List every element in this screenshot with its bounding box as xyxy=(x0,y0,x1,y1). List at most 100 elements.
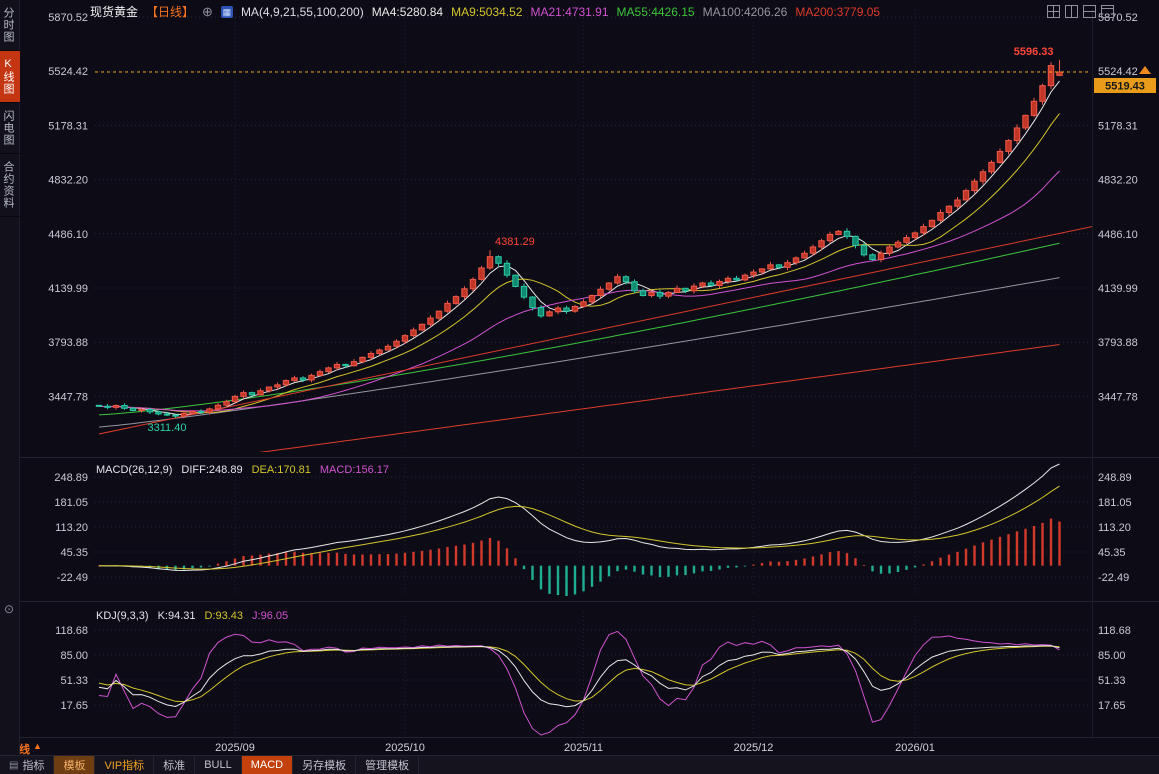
macd-bar xyxy=(301,552,305,566)
macd-bar xyxy=(590,565,594,587)
candle-body xyxy=(928,219,936,228)
macd-axis-label-left: 181.05 xyxy=(54,497,88,509)
sidebar-kline-tab[interactable]: K线图 xyxy=(0,51,20,103)
kdj-axis-label-left: 118.68 xyxy=(55,625,88,637)
macd-title-row: MACD(26,12,9) DIFF:248.89 DEA:170.81 MAC… xyxy=(96,464,389,476)
candle-body xyxy=(971,180,978,192)
last-price-tag xyxy=(1094,78,1156,93)
candle-body xyxy=(767,264,774,270)
candle-body xyxy=(180,412,188,417)
candle-body xyxy=(333,363,341,369)
candle-body xyxy=(639,290,647,297)
sidebar-contract-info-tab[interactable]: 合约资料 xyxy=(0,154,20,217)
toolbar-manage-template-label: 管理模板 xyxy=(365,760,410,772)
kdj-j-value: J:96.05 xyxy=(252,610,289,622)
toolbar-save-template-tab[interactable]: 另存模板 xyxy=(293,756,357,774)
candle-body xyxy=(554,307,562,313)
toolbar-bull-label: BULL xyxy=(204,759,232,771)
candle-body xyxy=(206,408,213,413)
macd-bar xyxy=(463,544,466,566)
macd-bar xyxy=(522,565,526,570)
kdj-title-row: KDJ(9,3,3) K:94.31 D:93.43 J:96.05 xyxy=(96,610,288,622)
layout-rows-icon[interactable] xyxy=(1083,5,1096,18)
candle-body xyxy=(758,268,766,273)
kdj-k-value: K:94.31 xyxy=(157,610,196,622)
candle-body xyxy=(580,301,587,307)
macd-bar xyxy=(454,545,458,566)
chevron-up-icon: ▲ xyxy=(33,741,42,751)
ma-lines-layer xyxy=(98,80,1060,452)
chart-header: 现货黄金 【日线】 ⊕ ▦ MA(4,9,21,55,100,200) MA4:… xyxy=(90,3,880,20)
ma100-line xyxy=(98,277,1060,428)
macd-bar xyxy=(446,547,449,566)
layout-columns-icon[interactable] xyxy=(1065,5,1078,18)
kdj-axis-label-right: 118.68 xyxy=(1098,625,1131,637)
candle-body xyxy=(707,282,715,287)
macd-bar xyxy=(395,553,398,566)
date-label: 2026/01 xyxy=(895,742,935,754)
candle-body xyxy=(665,291,672,297)
layout-controls xyxy=(1047,5,1114,18)
macd-bar xyxy=(888,565,891,574)
price-axis-label-right: 4139.99 xyxy=(1098,283,1138,295)
toolbar-indicator-tab[interactable]: ▤ 指标 xyxy=(0,756,55,774)
candle-body xyxy=(843,230,851,237)
macd-bar xyxy=(871,565,874,572)
candle-body xyxy=(495,256,502,264)
panel-settings-icon[interactable]: ⊙ xyxy=(4,602,15,616)
candle-body xyxy=(223,401,230,406)
candle-body xyxy=(954,199,961,207)
candle-body xyxy=(631,281,638,292)
candle-body xyxy=(673,287,681,293)
ma4-readout: MA4:5280.84 xyxy=(371,4,444,19)
toolbar-vip-indicator-tab[interactable]: VIP指标 xyxy=(95,756,155,774)
candle-body xyxy=(291,377,298,382)
price-axis-label-right: 4486.10 xyxy=(1098,229,1138,241)
macd-bar xyxy=(726,565,730,568)
sidebar-lightning-tab[interactable]: 闪电图 xyxy=(0,103,20,154)
macd-bar xyxy=(658,565,662,578)
candle-body xyxy=(435,310,443,319)
toolbar-manage-template-tab[interactable]: 管理模板 xyxy=(356,756,420,774)
macd-bar xyxy=(497,540,500,566)
macd-bar xyxy=(990,539,993,566)
macd-bar xyxy=(811,556,815,566)
candle-body xyxy=(112,404,120,408)
toolbar-bull-tab[interactable]: BULL xyxy=(195,756,242,774)
macd-bar xyxy=(701,565,704,572)
candle-body xyxy=(690,285,698,292)
macd-axis-label-right: 45.35 xyxy=(1098,547,1126,559)
candle-body xyxy=(563,307,570,312)
macd-bar xyxy=(624,565,628,570)
macd-bar xyxy=(998,536,1002,566)
toolbar-standard-tab[interactable]: 标准 xyxy=(154,756,196,774)
macd-bar xyxy=(208,565,211,567)
macd-bar xyxy=(267,553,271,566)
macd-bar xyxy=(777,561,781,566)
layout-single-icon[interactable] xyxy=(1101,5,1114,18)
toolbar-macd-label: MACD xyxy=(250,759,284,771)
candle-body xyxy=(308,374,315,381)
sidebar-timeshare-tab[interactable]: 分时图 xyxy=(0,0,20,51)
candle-body xyxy=(724,277,732,282)
chart-style-icon[interactable]: ▦ xyxy=(220,5,233,18)
trendline xyxy=(98,226,1092,435)
add-indicator-icon[interactable]: ⊕ xyxy=(202,4,213,19)
price-axis-label-right: 3793.88 xyxy=(1098,337,1138,349)
toolbar-indicator-label: 指标 xyxy=(22,760,45,772)
toolbar-save-template-label: 另存模板 xyxy=(302,760,347,772)
macd-dea-value: DEA:170.81 xyxy=(251,464,311,476)
layout-grid-icon[interactable] xyxy=(1047,5,1060,18)
macd-axis-label-left: 45.35 xyxy=(60,547,88,559)
macd-bar xyxy=(514,558,517,566)
candle-body xyxy=(886,246,893,254)
macd-bar xyxy=(556,565,560,596)
macd-bar xyxy=(352,554,356,566)
scroll-to-latest-arrow[interactable] xyxy=(1139,66,1151,74)
ma55-line xyxy=(98,242,1060,416)
macd-bar xyxy=(573,565,577,595)
candle-body xyxy=(979,171,987,182)
toolbar-macd-tab[interactable]: MACD xyxy=(241,756,294,774)
toolbar-template-tab[interactable]: 模板 xyxy=(54,756,96,774)
